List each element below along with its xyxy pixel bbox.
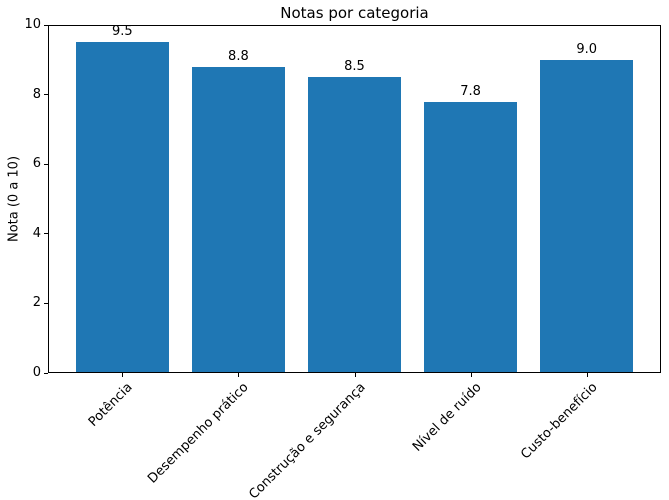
bar-1	[191, 66, 285, 373]
y-tick-label: 6	[32, 156, 41, 172]
x-tick-mark	[238, 373, 240, 377]
chart-title: Notas por categoria	[280, 4, 429, 22]
bar-value-label: 8.8	[228, 48, 249, 64]
bar-3	[424, 101, 518, 373]
y-tick-label: 2	[32, 295, 41, 311]
y-tick-mark	[44, 372, 48, 374]
bar-value-label: 7.8	[460, 83, 481, 99]
x-tick-mark	[354, 373, 356, 377]
x-tick-label: Nível de ruído	[409, 380, 485, 455]
y-tick-mark	[44, 302, 48, 304]
x-tick-label: Potência	[86, 380, 136, 430]
y-tick-mark	[44, 24, 48, 26]
y-tick-label: 4	[32, 225, 41, 241]
y-tick-mark	[44, 233, 48, 235]
bar-value-label: 9.0	[576, 41, 598, 57]
x-tick-label: Desempenho prático	[145, 380, 252, 487]
y-tick-label: 0	[32, 365, 41, 380]
y-tick-mark	[44, 94, 48, 96]
y-tick-label: 8	[32, 86, 41, 102]
x-tick-label: Custo-benefício	[517, 380, 601, 463]
x-tick-label: Construção e segurança	[245, 380, 369, 500]
bar-0	[75, 42, 169, 373]
y-tick-label: 10	[24, 17, 41, 32]
x-tick-mark	[470, 373, 472, 377]
bar-value-label: 9.5	[111, 24, 133, 40]
bar-value-label: 8.5	[344, 59, 365, 75]
y-tick-mark	[44, 163, 48, 165]
x-tick-mark	[586, 373, 588, 377]
bar-4	[540, 59, 634, 373]
bar-2	[308, 77, 401, 373]
x-tick-mark	[122, 373, 124, 377]
